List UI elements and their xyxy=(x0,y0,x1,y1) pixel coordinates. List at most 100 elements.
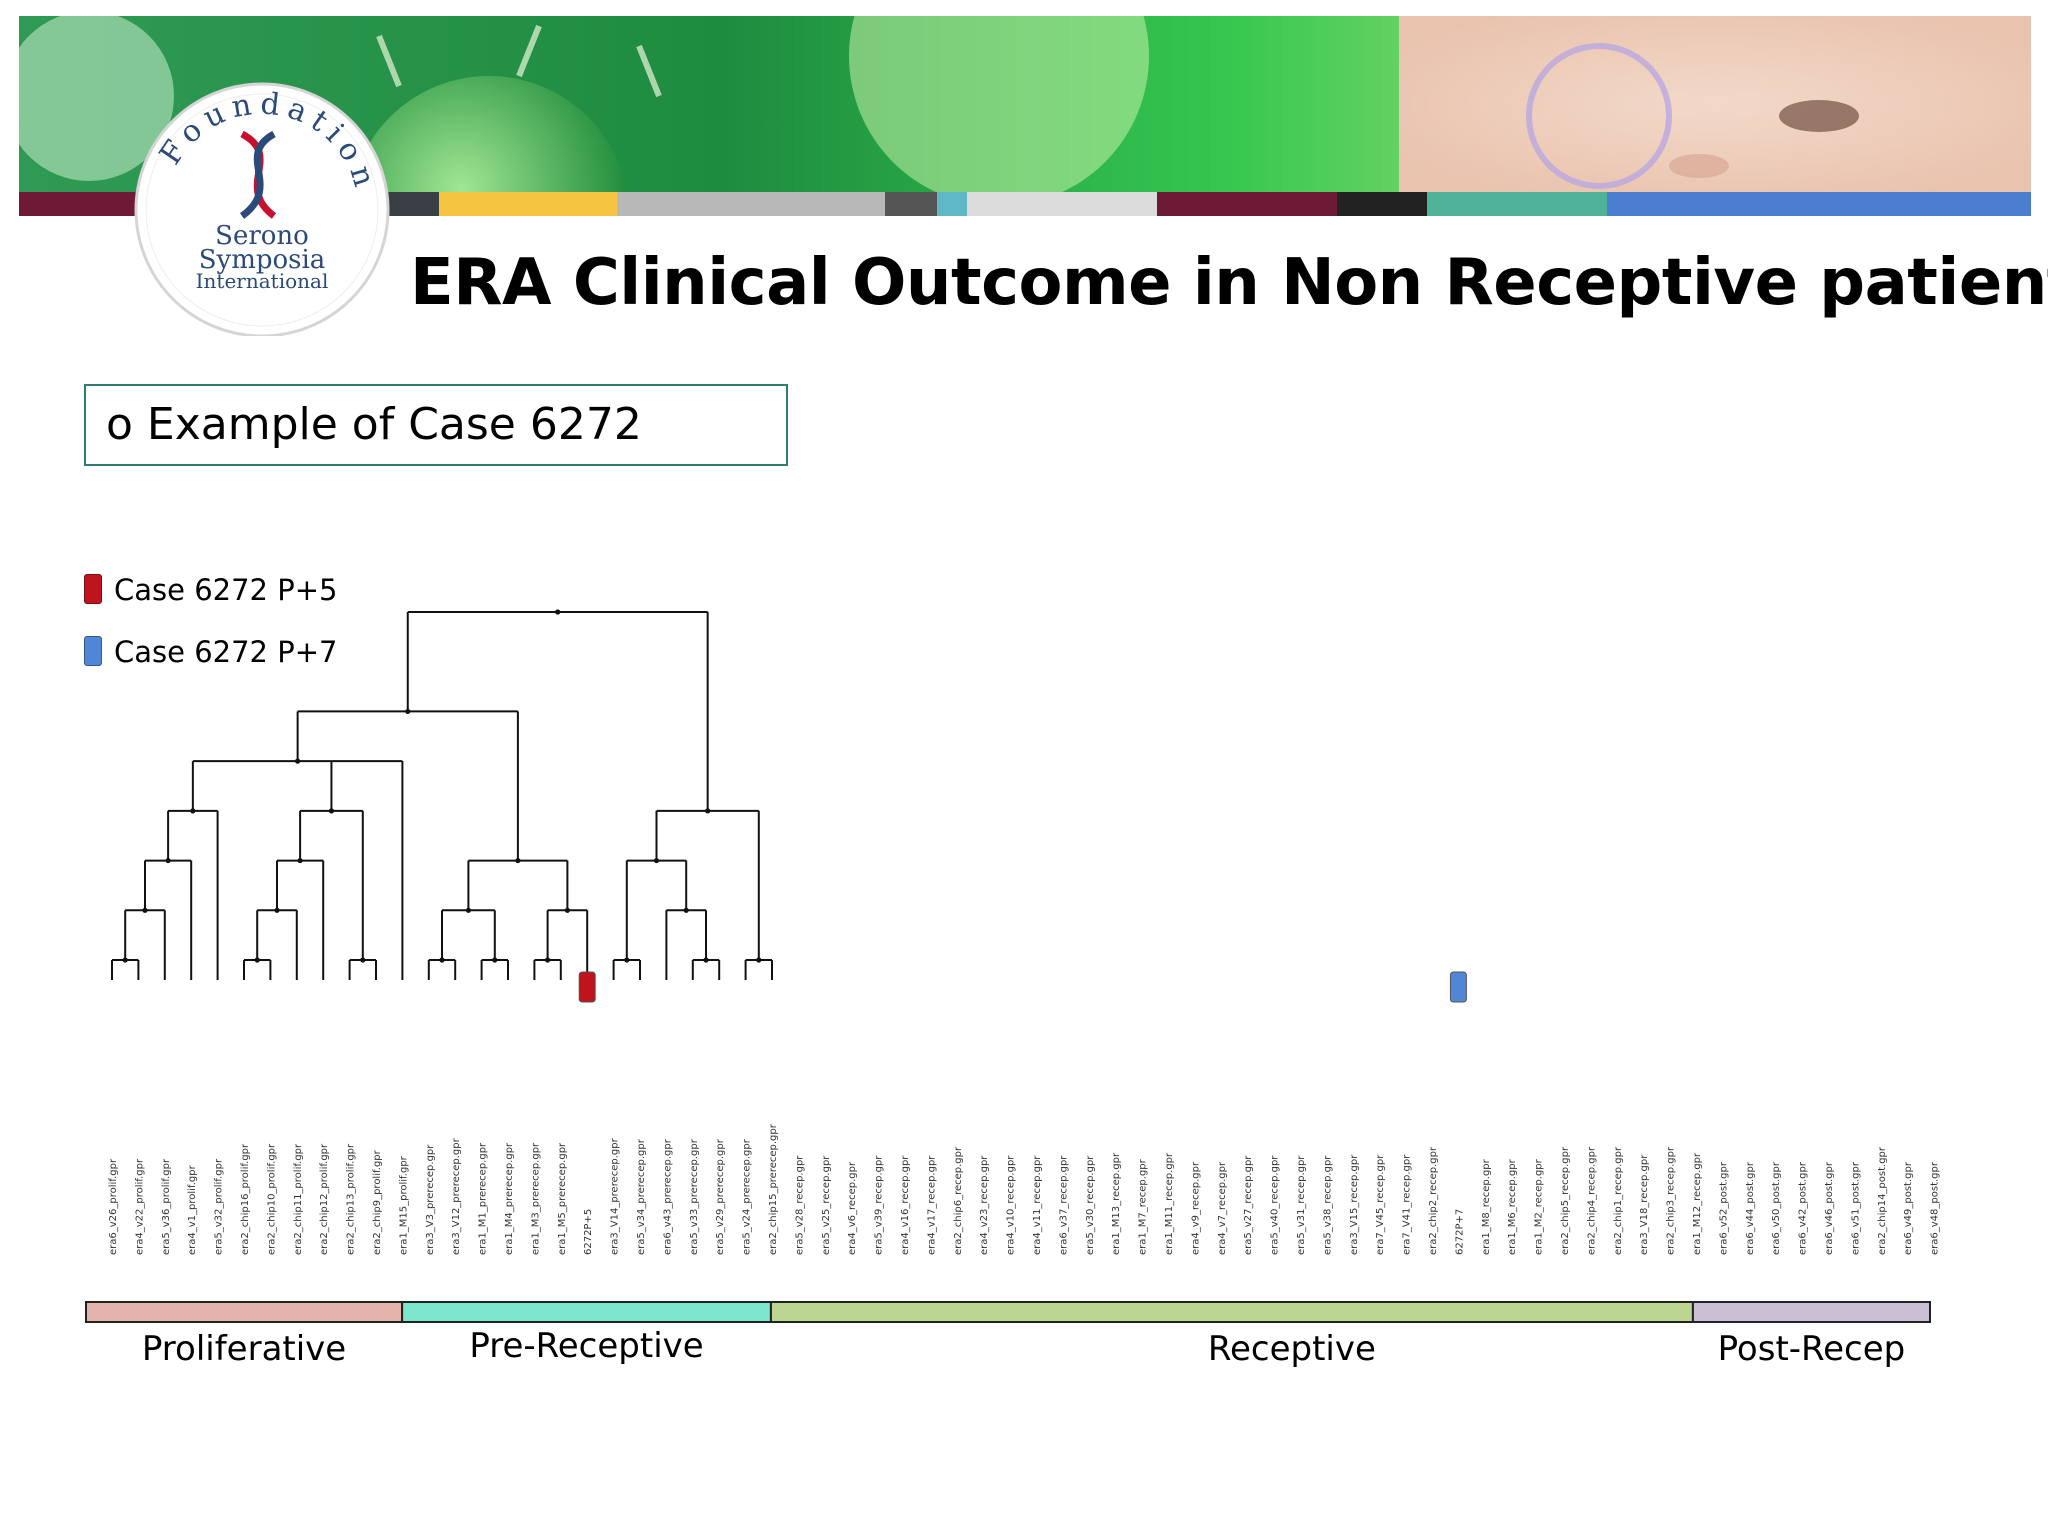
stripe-segment xyxy=(937,192,967,216)
example-text: Example of Case 6272 xyxy=(146,399,642,450)
legend-label: Case 6272 P+7 xyxy=(114,635,338,669)
sample-label: era1_M12_recep.gpr xyxy=(1692,1152,1703,1255)
logo-line1: Serono xyxy=(215,221,309,251)
stripe-segment xyxy=(1607,192,2031,216)
foundation-logo: Foundation Serono Symposia International xyxy=(134,82,390,336)
phase-segment xyxy=(1691,1301,1932,1323)
dendrogram-node xyxy=(555,609,561,615)
sample-label: era2_chip15_prerecep.gpr xyxy=(768,1123,779,1255)
sample-label: era5_v32_prolif.gpr xyxy=(214,1158,225,1255)
dendrogram-node xyxy=(254,957,260,963)
sample-label: era2_chip5_recep.gpr xyxy=(1560,1146,1571,1255)
sample-label: era6_v48_post.gpr xyxy=(1930,1161,1941,1255)
phase-bar: Proliferative Pre-Receptive Receptive Post-… xyxy=(85,1301,1932,1369)
sample-label: era4_v9_recep.gpr xyxy=(1190,1161,1201,1255)
sample-label: 6272P+5 xyxy=(583,1209,594,1255)
stripe-segment xyxy=(617,192,885,216)
phase-label: Pre-Receptive xyxy=(469,1326,703,1366)
sample-label: era7_V45_recep.gpr xyxy=(1375,1154,1386,1255)
sample-label: era5_v25_recep.gpr xyxy=(821,1155,832,1255)
sample-label: era3_V3_prerecep.gpr xyxy=(425,1144,436,1255)
sample-label: era3_V12_prerecep.gpr xyxy=(451,1137,462,1255)
sample-label: era1_M2_recep.gpr xyxy=(1534,1158,1545,1255)
sample-label: era1_M7_recep.gpr xyxy=(1138,1158,1149,1255)
sample-label: era5_v36_prolif.gpr xyxy=(161,1158,172,1255)
sample-label: era2_chip16_prolif.gpr xyxy=(240,1143,251,1255)
dendrogram-node xyxy=(122,957,128,963)
stripe-segment xyxy=(439,192,617,216)
sample-label: era2_chip10_prolif.gpr xyxy=(266,1143,277,1255)
dendrogram-node xyxy=(653,857,660,864)
sample-label: era2_chip13_prolif.gpr xyxy=(346,1143,357,1255)
phase-segment xyxy=(769,1301,1694,1323)
sample-label: era5_v33_prerecep.gpr xyxy=(689,1138,700,1255)
sample-label: era5_v24_prerecep.gpr xyxy=(742,1138,753,1255)
sample-label: era3_V18_recep.gpr xyxy=(1639,1154,1650,1255)
sample-label: era1_M4_prerecep.gpr xyxy=(504,1142,515,1255)
sample-label: era4_v22_prolif.gpr xyxy=(134,1158,145,1255)
highlight-marker xyxy=(578,971,596,1003)
dendrogram-node xyxy=(274,907,280,913)
dendrogram-node xyxy=(703,957,709,963)
dendrogram-node xyxy=(545,957,551,963)
dendrogram-node xyxy=(515,857,521,864)
example-label: o Example of Case 6272 xyxy=(106,386,642,463)
sample-label: 6272P+7 xyxy=(1454,1209,1465,1255)
sample-label: era2_chip6_recep.gpr xyxy=(953,1146,964,1255)
dendrogram-node xyxy=(165,857,171,864)
stripe-segment xyxy=(967,192,1157,216)
sample-label: era1_M5_prerecep.gpr xyxy=(557,1142,568,1255)
dendrogram-node xyxy=(360,957,366,963)
sample-label: era3_V14_prerecep.gpr xyxy=(610,1137,621,1255)
dendrogram: era6_v26_prolif.gpr era4_v22_prolif.gpr er… xyxy=(108,609,1941,1255)
dendrogram-node xyxy=(297,857,303,864)
sample-label: era5_v31_recep.gpr xyxy=(1296,1155,1307,1255)
sample-label: era2_chip4_recep.gpr xyxy=(1586,1146,1597,1255)
sample-label: era2_chip11_prolif.gpr xyxy=(293,1143,304,1255)
sample-label: era2_chip2_recep.gpr xyxy=(1428,1146,1439,1255)
sample-label: era6_v44_post.gpr xyxy=(1745,1161,1756,1255)
dendrogram-node xyxy=(564,907,571,913)
dendrogram-node xyxy=(439,957,445,963)
phase-segment xyxy=(85,1301,404,1323)
sample-label: era1_M3_prerecep.gpr xyxy=(530,1142,541,1255)
sample-label: era4_v16_recep.gpr xyxy=(900,1155,911,1255)
stripe-segment xyxy=(885,192,937,216)
sample-label: era1_M11_recep.gpr xyxy=(1164,1152,1175,1255)
dendrogram-node xyxy=(705,808,711,814)
sample-label: era1_M15_prolif.gpr xyxy=(398,1155,409,1255)
sample-label: era2_chip12_prolif.gpr xyxy=(319,1143,330,1255)
sample-label: era1_M13_recep.gpr xyxy=(1111,1152,1122,1255)
logo-line3: International xyxy=(196,269,329,293)
stripe-segment xyxy=(1337,192,1427,216)
sample-label: era2_chip1_recep.gpr xyxy=(1613,1146,1624,1255)
sample-label: era4_v7_recep.gpr xyxy=(1217,1161,1228,1255)
dendrogram-node xyxy=(142,907,148,913)
sample-label: era2_chip14_post.gpr xyxy=(1877,1146,1888,1255)
phase-label: Proliferative xyxy=(142,1329,346,1369)
sample-label: era5_v27_recep.gpr xyxy=(1243,1155,1254,1255)
sample-label: era5_v39_recep.gpr xyxy=(874,1155,885,1255)
sample-label: era5_v28_recep.gpr xyxy=(794,1155,805,1255)
dendrogram-node xyxy=(624,957,630,963)
sample-label: era4_v23_recep.gpr xyxy=(979,1155,990,1255)
dendrogram-node xyxy=(405,708,411,715)
dendrogram-node xyxy=(683,907,689,913)
slide-title: ERA Clinical Outcome in Non Receptive pa… xyxy=(410,246,2048,320)
sample-label: era6_v43_prerecep.gpr xyxy=(662,1138,673,1255)
stripe-segment xyxy=(1157,192,1337,216)
dendrogram-node xyxy=(465,907,471,913)
cell-shape xyxy=(349,76,629,216)
sample-label: era3_V15_recep.gpr xyxy=(1349,1154,1360,1255)
dendrogram-node xyxy=(328,808,335,814)
sample-label: era6_v37_recep.gpr xyxy=(1058,1155,1069,1255)
bullet: o xyxy=(106,399,133,450)
sample-label: era4_v17_recep.gpr xyxy=(926,1155,937,1255)
sample-label: era6_v52_post.gpr xyxy=(1718,1161,1729,1255)
sample-label: era5_v34_prerecep.gpr xyxy=(636,1138,647,1255)
cell-shape xyxy=(849,16,1149,206)
sample-label: era6_v50_post.gpr xyxy=(1771,1161,1782,1255)
sample-label: era4_v11_recep.gpr xyxy=(1032,1155,1043,1255)
sample-label: era5_v29_prerecep.gpr xyxy=(715,1138,726,1255)
dendrogram-node xyxy=(756,957,762,963)
